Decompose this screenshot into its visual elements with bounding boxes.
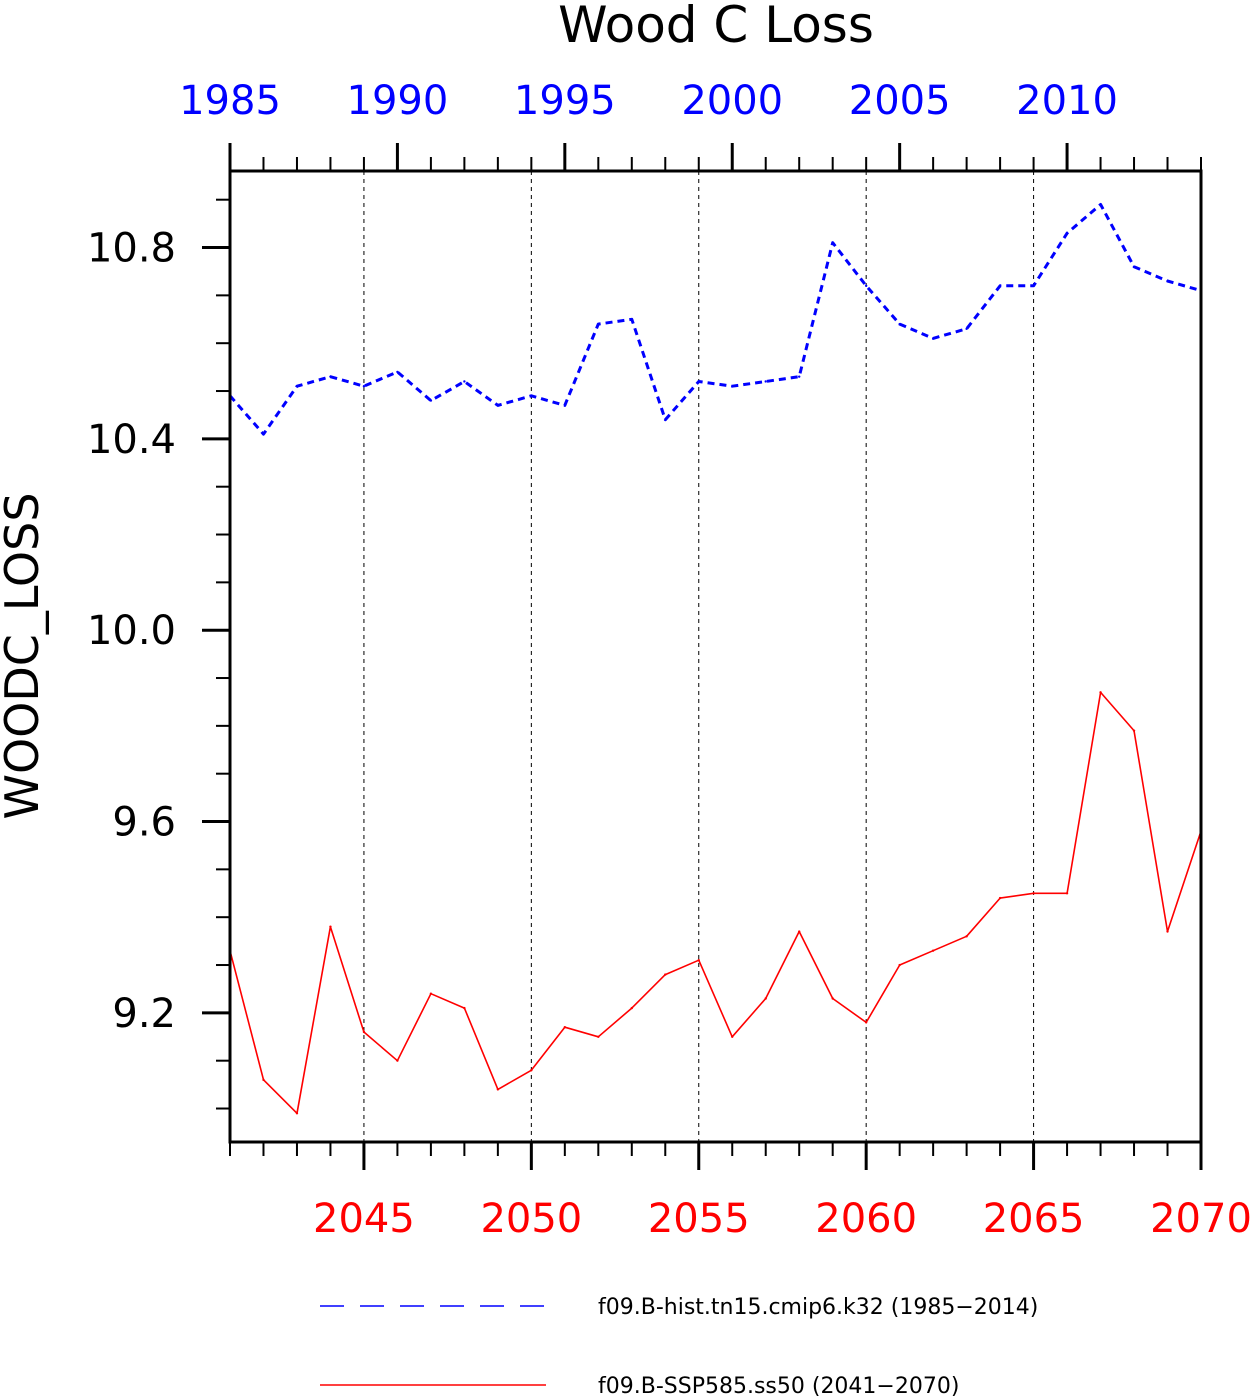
ssp585-data-point xyxy=(496,1088,500,1091)
historical-data-point xyxy=(463,380,466,383)
historical-data-point xyxy=(396,370,399,374)
top-tick-label: 2005 xyxy=(849,78,951,124)
ssp585-data-point xyxy=(329,925,332,928)
ssp585-data-point xyxy=(597,1035,600,1038)
ssp585-data-point xyxy=(931,949,935,952)
legend-label-2: f09.B-SSP585.ss50 (2041−2070) xyxy=(598,1374,959,1399)
ssp585-data-point xyxy=(1166,930,1169,933)
ssp585-data-point xyxy=(630,1006,633,1010)
y-axis-label: WOODC_LOSS xyxy=(0,492,49,819)
historical-data-point xyxy=(731,385,734,388)
ssp585-data-point xyxy=(463,1006,466,1010)
ssp585-data-point xyxy=(764,997,767,1000)
bottom-tick-label: 2050 xyxy=(480,1196,582,1242)
historical-data-point xyxy=(630,318,633,321)
historical-data-point xyxy=(429,399,433,402)
ssp585-data-point xyxy=(965,935,968,938)
historical-data-point xyxy=(295,385,299,388)
ssp585-data-point xyxy=(831,997,834,1000)
ssp585-data-point xyxy=(1132,729,1136,732)
ssp585-data-point xyxy=(396,1059,399,1062)
historical-data-point xyxy=(329,375,332,378)
ssp585-data-point xyxy=(295,1112,299,1115)
historical-data-point xyxy=(1065,231,1069,235)
ssp585-data-point xyxy=(1065,892,1069,895)
ssp585-data-point xyxy=(798,930,801,933)
top-tick-label: 1990 xyxy=(347,78,449,124)
historical-data-point xyxy=(496,404,500,407)
historical-data-point xyxy=(864,284,868,287)
ssp585-data-point xyxy=(731,1035,734,1038)
top-tick-label: 1995 xyxy=(514,78,616,124)
historical-data-point xyxy=(998,284,1002,287)
ssp585-data-point xyxy=(429,992,433,995)
y-tick-label: 10.4 xyxy=(87,417,176,463)
series-lines xyxy=(228,203,1203,1115)
historical-data-point xyxy=(1132,265,1136,268)
historical-data-point xyxy=(898,322,901,326)
ssp585-data-point xyxy=(664,973,667,976)
legend-label-1: f09.B-hist.tn15.cmip6.k32 (1985−2014) xyxy=(598,1295,1038,1320)
bottom-tick-label: 2055 xyxy=(648,1196,750,1242)
top-tick-label: 2000 xyxy=(681,78,783,124)
ssp585-data-point xyxy=(1099,691,1102,694)
bottom-tick-label: 2045 xyxy=(313,1196,415,1242)
historical-data-point xyxy=(764,380,767,383)
bottom-tick-label: 2060 xyxy=(815,1196,917,1242)
plot-frame xyxy=(228,169,1203,1144)
historical-data-point xyxy=(1166,279,1169,283)
axis-ticks xyxy=(202,143,1203,1170)
historical-data-point xyxy=(798,375,801,378)
top-tick-label: 1985 xyxy=(179,78,281,124)
ssp585-data-point xyxy=(530,1069,533,1072)
top-tick-label: 2010 xyxy=(1016,78,1118,124)
historical-data-point xyxy=(563,404,567,407)
historical-data-point xyxy=(1099,203,1102,206)
historical-data-point xyxy=(965,327,968,331)
ssp585-data-point xyxy=(898,963,901,967)
y-tick-label: 10.8 xyxy=(87,226,176,272)
ssp585-data-point xyxy=(362,1030,366,1034)
chart-title: Wood C Loss xyxy=(558,0,874,54)
bottom-tick-label: 2065 xyxy=(983,1196,1085,1242)
ssp585-series-line xyxy=(229,691,1202,1115)
historical-data-point xyxy=(931,337,935,340)
ssp585-data-point xyxy=(864,1021,868,1024)
grid-lines xyxy=(363,171,1035,1142)
historical-data-point xyxy=(831,241,834,244)
y-tick-label: 9.6 xyxy=(112,800,176,846)
ssp585-data-point xyxy=(697,959,700,962)
historical-data-point xyxy=(697,380,700,383)
historical-data-point xyxy=(597,322,600,326)
historical-data-point xyxy=(530,394,533,398)
ssp585-data-point xyxy=(998,896,1002,900)
historical-data-point xyxy=(262,432,265,436)
tick-labels: 2045 2050 2055 2060 2065 2070 1985 1990 1995 2000… xyxy=(87,78,1252,1242)
y-tick-label: 10.0 xyxy=(87,608,176,654)
ssp585-data-point xyxy=(563,1026,567,1029)
historical-data-point xyxy=(1032,284,1035,287)
ssp585-data-point xyxy=(1032,892,1035,895)
historical-data-point xyxy=(362,385,366,388)
legend: f09.B-hist.tn15.cmip6.k32 (1985−2014) f09… xyxy=(320,1295,1038,1399)
bottom-tick-label: 2070 xyxy=(1150,1196,1252,1242)
ssp585-data-point xyxy=(262,1078,265,1082)
historical-series-line xyxy=(228,203,1202,436)
y-tick-label: 9.2 xyxy=(112,991,176,1037)
historical-data-point xyxy=(664,418,667,421)
